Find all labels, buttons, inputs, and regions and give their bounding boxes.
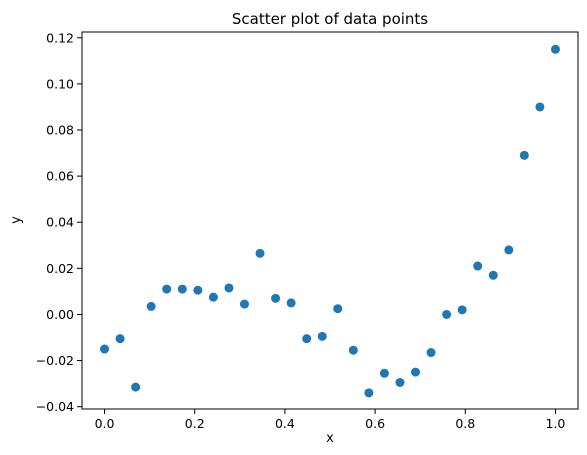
data-point [379, 368, 389, 378]
data-point [224, 283, 234, 293]
y-tick-label: 0.04 [46, 215, 74, 230]
data-point [488, 270, 498, 280]
y-tick-label: −0.02 [36, 353, 74, 368]
x-axis-label: x [326, 431, 334, 446]
data-point [162, 284, 172, 294]
data-point [348, 345, 358, 355]
y-tick-label: 0.06 [46, 169, 74, 184]
data-point [504, 245, 514, 255]
data-point [208, 292, 218, 302]
y-tick-label: 0.02 [46, 261, 74, 276]
data-point [473, 261, 483, 271]
y-axis-label: y [9, 216, 24, 224]
data-point [193, 285, 203, 295]
x-tick-label: 1.0 [546, 416, 566, 431]
data-point [395, 377, 405, 387]
x-tick-label: 0.8 [455, 416, 475, 431]
y-tick-label: 0.12 [46, 30, 74, 45]
data-point [442, 309, 452, 319]
plot-frame [81, 31, 579, 410]
data-point [411, 367, 421, 377]
data-point [286, 298, 296, 308]
x-tick-label: 0.2 [185, 416, 205, 431]
data-point [364, 388, 374, 398]
data-point [255, 248, 265, 258]
data-point [333, 304, 343, 314]
x-tick-label: 0.0 [95, 416, 115, 431]
data-point [100, 344, 110, 354]
x-tick-label: 0.4 [275, 416, 295, 431]
data-point [302, 334, 312, 344]
chart-title: Scatter plot of data points [232, 10, 428, 28]
x-tick-label: 0.6 [365, 416, 385, 431]
data-point [535, 102, 545, 112]
data-point [317, 331, 327, 341]
y-tick-label: 0.00 [46, 307, 74, 322]
data-point [426, 348, 436, 358]
data-point [550, 44, 560, 54]
data-points [100, 44, 560, 398]
data-point [115, 334, 125, 344]
plot-area [81, 31, 579, 410]
data-point [239, 299, 249, 309]
y-tick-label: 0.08 [46, 122, 74, 137]
data-point [271, 293, 281, 303]
data-point [146, 301, 156, 311]
data-point [177, 284, 187, 294]
data-point [131, 382, 141, 392]
y-tick-label: 0.10 [46, 76, 74, 91]
x-axis: 0.0 0.2 0.4 0.6 0.8 1.0 [95, 409, 566, 431]
y-tick-label: −0.04 [36, 399, 74, 414]
data-point [519, 150, 529, 160]
data-point [457, 305, 467, 315]
y-axis: −0.04 −0.02 0.00 0.02 0.04 0.06 0.08 0.10 0.12 [36, 30, 82, 414]
